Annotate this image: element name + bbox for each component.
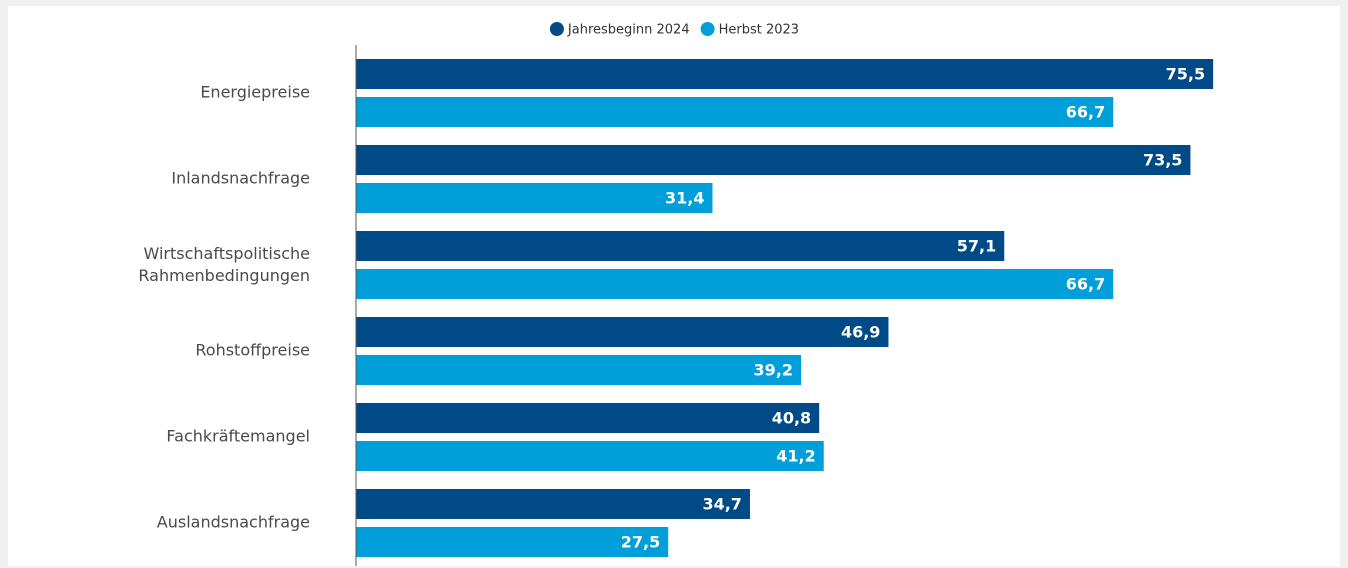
legend-swatch bbox=[549, 22, 564, 36]
value-label: 57,1 bbox=[957, 237, 996, 256]
bar bbox=[356, 145, 1191, 175]
value-label: 73,5 bbox=[1143, 151, 1182, 170]
value-label: 46,9 bbox=[841, 323, 880, 342]
category-label: Rohstoffpreise bbox=[195, 341, 310, 360]
bar bbox=[356, 231, 1005, 261]
bar bbox=[356, 59, 1214, 89]
category-label: Wirtschaftspolitische Rahmenbedingungen bbox=[138, 244, 310, 285]
value-label: 40,8 bbox=[772, 409, 811, 428]
legend-swatch bbox=[700, 22, 715, 36]
legend-label: Herbst 2023 bbox=[719, 23, 799, 38]
legend: Jahresbeginn 2024 Herbst 2023 bbox=[549, 22, 799, 38]
bar bbox=[356, 317, 889, 347]
category-label: Energiepreise bbox=[200, 83, 310, 102]
category-line: Rahmenbedingungen bbox=[138, 266, 310, 285]
value-label: 41,2 bbox=[776, 447, 815, 466]
bar bbox=[356, 183, 713, 213]
bar bbox=[356, 489, 750, 519]
category-label: Inlandsnachfrage bbox=[171, 169, 310, 188]
bar bbox=[356, 269, 1114, 299]
value-label: 39,2 bbox=[754, 361, 793, 380]
bar bbox=[356, 355, 802, 385]
value-label: 31,4 bbox=[665, 189, 704, 208]
category-label: Auslandsnachfrage bbox=[157, 513, 310, 532]
category-label: Fachkräftemangel bbox=[166, 427, 310, 446]
value-label: 66,7 bbox=[1066, 275, 1105, 294]
bar bbox=[356, 527, 669, 557]
bar bbox=[356, 403, 820, 433]
bar bbox=[356, 441, 824, 471]
value-label: 75,5 bbox=[1166, 65, 1205, 84]
value-label: 34,7 bbox=[702, 495, 741, 514]
value-label: 27,5 bbox=[621, 533, 660, 552]
value-label: 66,7 bbox=[1066, 103, 1105, 122]
category-line: Wirtschaftspolitische bbox=[144, 244, 310, 263]
bar bbox=[356, 97, 1114, 127]
legend-label: Jahresbeginn 2024 bbox=[567, 23, 690, 38]
